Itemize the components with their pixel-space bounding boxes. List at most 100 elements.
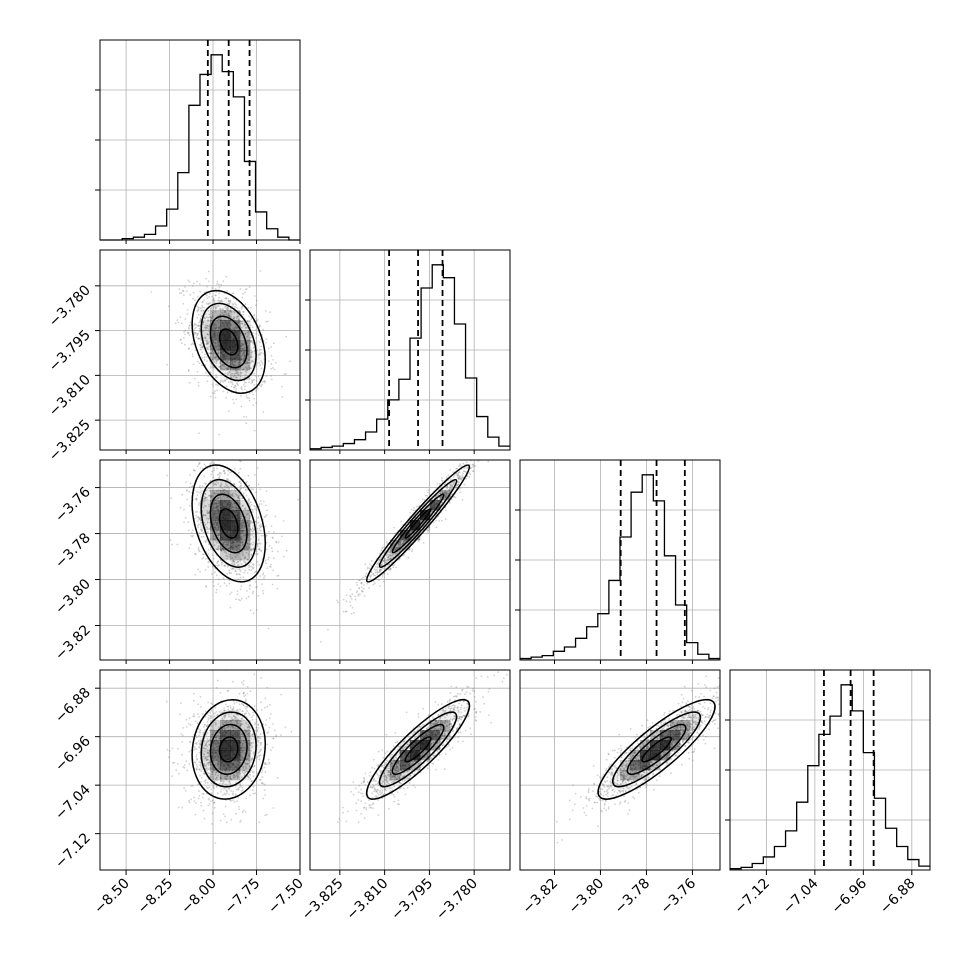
sample-point bbox=[244, 526, 247, 528]
sample-point bbox=[211, 383, 214, 385]
sample-point bbox=[203, 772, 205, 775]
sample-point bbox=[202, 309, 205, 312]
density-cell bbox=[210, 500, 221, 511]
sample-point bbox=[252, 346, 255, 349]
sample-point bbox=[239, 772, 242, 775]
sample-point bbox=[198, 550, 201, 553]
sample-point bbox=[370, 565, 373, 567]
sample-point bbox=[188, 547, 191, 549]
sample-point bbox=[213, 499, 216, 502]
sample-point bbox=[253, 313, 256, 316]
sample-point bbox=[386, 558, 389, 561]
sample-point bbox=[264, 515, 267, 518]
sample-point bbox=[353, 611, 355, 614]
sample-point bbox=[195, 324, 198, 327]
sample-point bbox=[229, 381, 232, 384]
sample-point bbox=[206, 324, 209, 327]
sample-point bbox=[197, 337, 200, 340]
sample-point bbox=[183, 521, 186, 524]
sample-point bbox=[220, 482, 223, 485]
sample-point bbox=[198, 734, 201, 737]
sample-point bbox=[231, 361, 234, 364]
sample-point bbox=[224, 783, 227, 786]
sample-point bbox=[262, 592, 265, 595]
sample-point bbox=[223, 707, 225, 710]
sample-point bbox=[385, 541, 388, 543]
sample-point bbox=[234, 555, 237, 558]
sample-point bbox=[258, 524, 261, 527]
sample-point bbox=[237, 384, 240, 386]
sample-point bbox=[224, 775, 227, 778]
sample-point bbox=[211, 494, 213, 497]
sample-point bbox=[252, 735, 254, 737]
sample-point bbox=[240, 394, 242, 397]
sample-point bbox=[257, 735, 259, 738]
sample-point bbox=[228, 720, 231, 723]
density-cell bbox=[220, 330, 231, 341]
sample-point bbox=[389, 568, 392, 570]
sample-point bbox=[221, 300, 224, 303]
sample-point bbox=[204, 523, 207, 525]
sample-point bbox=[393, 549, 396, 552]
sample-point bbox=[203, 500, 205, 503]
sample-point bbox=[210, 764, 213, 766]
sample-point bbox=[374, 566, 377, 568]
sample-point bbox=[209, 319, 212, 322]
sample-point bbox=[246, 685, 249, 688]
sample-point bbox=[427, 531, 429, 533]
sample-point bbox=[210, 495, 212, 498]
sample-point bbox=[214, 327, 217, 329]
sample-point bbox=[241, 742, 244, 745]
sample-point bbox=[237, 318, 240, 321]
sample-point bbox=[200, 804, 203, 807]
sample-point bbox=[394, 547, 397, 549]
sample-point bbox=[231, 718, 234, 721]
sample-point bbox=[243, 350, 246, 352]
sample-point bbox=[211, 316, 214, 319]
sample-point bbox=[216, 714, 219, 717]
sample-point bbox=[246, 339, 249, 342]
sample-point bbox=[261, 363, 264, 366]
sample-point bbox=[237, 496, 240, 499]
sample-point bbox=[499, 429, 501, 431]
sample-point bbox=[380, 556, 383, 559]
density-cell bbox=[200, 340, 211, 351]
sample-point bbox=[171, 775, 174, 777]
sample-point bbox=[186, 290, 188, 293]
sample-point bbox=[197, 713, 199, 716]
sample-point bbox=[200, 307, 202, 310]
sample-point bbox=[252, 393, 254, 396]
sample-point bbox=[214, 778, 217, 781]
sample-point bbox=[240, 819, 242, 822]
sample-point bbox=[256, 467, 259, 469]
sample-point bbox=[213, 483, 215, 486]
sample-point bbox=[253, 738, 256, 741]
sample-point bbox=[203, 726, 205, 728]
sample-point bbox=[205, 505, 207, 508]
sample-point bbox=[243, 353, 246, 356]
sample-point bbox=[247, 345, 250, 347]
sample-point bbox=[214, 736, 217, 738]
density-cell bbox=[220, 500, 231, 511]
sample-point bbox=[399, 543, 402, 546]
sample-point bbox=[400, 543, 403, 546]
sample-point bbox=[392, 544, 395, 547]
sample-point bbox=[244, 548, 247, 551]
sample-point bbox=[226, 308, 229, 311]
sample-point bbox=[265, 541, 268, 544]
sample-point bbox=[349, 594, 351, 597]
sample-point bbox=[474, 465, 477, 467]
sample-point bbox=[289, 360, 291, 363]
sample-point bbox=[249, 340, 252, 343]
sample-point bbox=[449, 483, 452, 486]
sample-point bbox=[203, 497, 206, 500]
sample-point bbox=[233, 487, 236, 490]
panel-frame bbox=[309, 459, 511, 661]
sample-point bbox=[233, 563, 236, 565]
sample-point bbox=[201, 301, 204, 304]
sample-point bbox=[240, 342, 243, 345]
sample-point bbox=[246, 706, 249, 709]
sample-point bbox=[197, 381, 200, 384]
sample-point bbox=[444, 496, 447, 499]
sample-point bbox=[252, 547, 255, 550]
